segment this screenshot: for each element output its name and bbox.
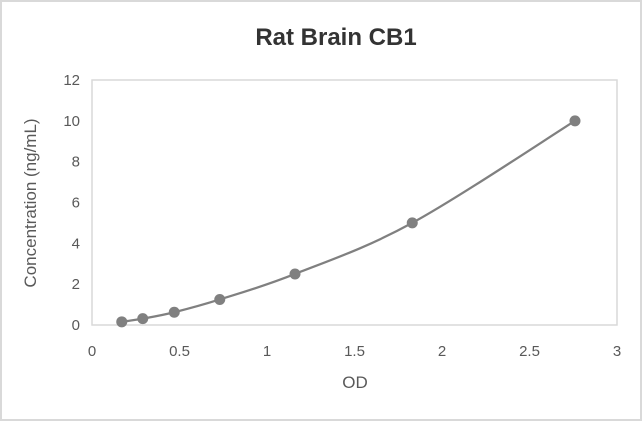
y-tick-label: 4 <box>72 235 80 252</box>
data-point-marker <box>289 268 301 280</box>
chart-title: Rat Brain CB1 <box>255 24 416 51</box>
data-point-marker <box>116 316 128 328</box>
data-point-marker <box>168 306 180 318</box>
data-point-marker <box>406 217 418 229</box>
y-tick-label: 8 <box>72 154 80 171</box>
x-tick-label: 2 <box>438 343 446 360</box>
y-axis-ticks: 0 2 4 6 8 10 12 <box>63 72 80 334</box>
x-tick-label: 3 <box>613 343 621 360</box>
data-point-marker <box>214 293 226 305</box>
x-tick-label: 0.5 <box>169 343 190 360</box>
plot-area <box>91 79 618 326</box>
y-tick-label: 0 <box>72 317 80 334</box>
data-point-marker <box>569 115 581 127</box>
x-tick-label: 0 <box>88 343 96 360</box>
x-tick-label: 2.5 <box>519 343 540 360</box>
y-tick-label: 2 <box>72 276 80 293</box>
series-curve <box>121 119 576 323</box>
data-point-marker <box>137 313 149 325</box>
x-tick-label: 1 <box>263 343 271 360</box>
plot-area-border <box>91 79 618 326</box>
x-tick-label: 1.5 <box>344 343 365 360</box>
x-axis-label: OD <box>342 373 368 392</box>
series-markers <box>116 115 581 328</box>
y-tick-label: 12 <box>63 72 80 89</box>
y-tick-label: 10 <box>63 113 80 130</box>
y-tick-label: 6 <box>72 195 80 212</box>
y-axis-label: Concentration (ng/mL) <box>21 118 40 287</box>
x-axis-ticks: 0 0.5 1 1.5 2 2.5 3 <box>88 343 621 360</box>
